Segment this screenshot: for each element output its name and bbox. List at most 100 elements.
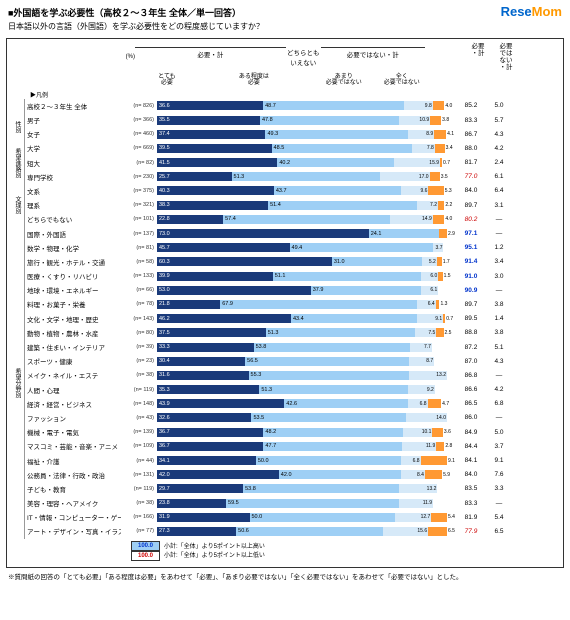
- bar-segment: 3.8: [430, 116, 441, 125]
- stacked-bar: 53.037.96.1: [157, 286, 447, 295]
- segment-value: 53.8: [245, 486, 256, 492]
- side-values: 84.43.7: [459, 443, 511, 450]
- category-label: 専門学校: [25, 172, 121, 182]
- bar-segment: 51.4: [268, 201, 417, 210]
- bar-segment: 10.9: [399, 116, 431, 125]
- bar-segment: 59.5: [226, 499, 399, 508]
- stacked-bar: 36.747.711.92.8: [157, 442, 447, 451]
- n-value: (n= 43): [121, 415, 157, 421]
- segment-value: 7.7: [424, 344, 431, 350]
- side-value: 6.8: [487, 400, 511, 407]
- bar-segment: 6.8: [401, 456, 421, 465]
- segment-value: 36.6: [159, 103, 170, 109]
- segment-value: 43.4: [293, 316, 304, 322]
- side-value: 3.8: [487, 301, 511, 308]
- category-label: 動物・植物・農林・水産: [25, 328, 121, 338]
- side-value: 83.3: [459, 117, 483, 124]
- category-label: 男子: [25, 115, 121, 125]
- n-value: (n= 58): [121, 259, 157, 265]
- segment-value: 53.0: [159, 287, 170, 293]
- segment-value: 42.0: [281, 472, 292, 478]
- bar-segment: 31.6: [157, 371, 249, 380]
- side-value: 2.4: [487, 159, 511, 166]
- bar-segment: 36.7: [157, 442, 263, 451]
- stacked-bar: 36.748.210.13.6: [157, 428, 447, 437]
- stacked-bar: 39.548.57.83.4: [157, 144, 447, 153]
- side-value: 88.8: [459, 329, 483, 336]
- segment-value: 13.2: [436, 372, 446, 378]
- bar-segment: 2.2: [438, 201, 444, 210]
- bar-segment: 6.1: [421, 286, 439, 295]
- data-row: 大学(n= 669)39.548.57.83.488.04.2: [25, 141, 559, 155]
- bar-segment: 39.5: [157, 144, 272, 153]
- segment-value: 3.8: [442, 117, 449, 123]
- side-value: 3.4: [487, 258, 511, 265]
- segment-value: 0.7: [443, 160, 450, 166]
- data-row: 女子(n= 460)37.449.38.94.186.74.3: [25, 127, 559, 141]
- stacked-bar: 36.648.79.84.0: [157, 101, 447, 110]
- data-row: メイク・ネイル・エステ(n= 38)31.655.313.286.8―: [25, 368, 559, 382]
- segment-value: 47.7: [265, 443, 276, 449]
- bar-segment: 4.1: [434, 130, 446, 139]
- bar-segment: 55.3: [249, 371, 409, 380]
- n-value: (n= 131): [121, 472, 157, 478]
- chart-title: ■外国語を学ぶ必要性（高校２～３年生 全体／単一回答）: [8, 6, 562, 19]
- side-values: 83.53.3: [459, 485, 511, 492]
- bar-segment: 42.0: [279, 470, 401, 479]
- side-value: 86.0: [459, 414, 483, 421]
- side-value: 83.5: [459, 485, 483, 492]
- stacked-bar: 42.042.08.45.9: [157, 470, 447, 479]
- data-row: 旅行・観光・ホテル・交通(n= 58)60.331.05.21.791.43.4: [25, 255, 559, 269]
- side-value: 86.7: [459, 131, 483, 138]
- data-row: 専門学校(n= 230)25.751.317.03.577.06.1: [25, 170, 559, 184]
- segment-value: 43.9: [159, 401, 170, 407]
- segment-value: 31.0: [334, 259, 345, 265]
- side-value: 87.0: [459, 358, 483, 365]
- stacked-bar: 29.753.813.2: [157, 484, 447, 493]
- bar-segment: 5.3: [428, 186, 443, 195]
- data-row: 動物・植物・農林・水産(n= 80)37.551.37.52.588.83.8: [25, 326, 559, 340]
- subcol-3: 全く 必要ではない: [379, 74, 425, 87]
- bar-segment: 36.7: [157, 428, 263, 437]
- bar-segment: 49.3: [265, 130, 408, 139]
- stacked-bar: 27.350.615.66.5: [157, 527, 447, 536]
- bar-segment: 37.4: [157, 130, 265, 139]
- segment-value: 2.8: [445, 443, 452, 449]
- segment-value: 59.5: [228, 500, 239, 506]
- side-values: 89.51.4: [459, 315, 511, 322]
- side-value: 4.2: [487, 386, 511, 393]
- segment-value: 7.8: [427, 145, 434, 151]
- side-values: 86.0―: [459, 414, 511, 421]
- bar-segment: 40.2: [277, 158, 394, 167]
- segment-value: 25.7: [159, 174, 170, 180]
- bar-segment: 33.3: [157, 343, 254, 352]
- segment-value: 47.8: [262, 117, 273, 123]
- data-rows: 高校２～３年生 全体(n= 826)36.648.79.84.085.25.0性…: [11, 99, 559, 539]
- legend-label: ▶凡例: [11, 90, 51, 99]
- segment-value: 34.1: [159, 458, 170, 464]
- bar-segment: 17.0: [380, 172, 429, 181]
- bar-segment: 5.9: [425, 470, 442, 479]
- side-col-1: 必要 では ない ・計: [494, 43, 518, 72]
- bar-segment: 1.7: [437, 257, 442, 266]
- bar-segment: 22.8: [157, 215, 223, 224]
- data-row: 建築・住まい・インテリア(n= 39)33.353.87.787.25.1: [25, 340, 559, 354]
- stacked-bar: 30.456.58.7: [157, 357, 447, 366]
- side-value: 81.7: [459, 159, 483, 166]
- data-row: 国際・外国語(n= 137)73.024.12.997.1―: [25, 226, 559, 240]
- data-row: 男子(n= 366)35.547.810.93.883.35.7: [25, 113, 559, 127]
- bar-segment: 73.0: [157, 229, 369, 238]
- bar-segment: 9.1: [417, 314, 443, 323]
- bar-segment: 13.2: [399, 484, 437, 493]
- n-value: (n= 119): [121, 387, 157, 393]
- stacked-bar: 22.857.414.94.0: [157, 215, 447, 224]
- segment-value: 55.3: [251, 372, 262, 378]
- stacked-bar: 37.551.37.52.5: [157, 328, 447, 337]
- category-label: 国際・外国語: [25, 229, 121, 239]
- footnote: ※質問紙の回答の「とても必要」「ある程度は必要」をあわせて「必要」、「あまり必要…: [8, 571, 562, 581]
- bar-segment: 11.9: [402, 442, 437, 451]
- stacked-bar: 31.950.012.75.4: [157, 513, 447, 522]
- side-value: 83.3: [459, 500, 483, 507]
- bar-segment: 27.3: [157, 527, 236, 536]
- side-values: 84.19.1: [459, 457, 511, 464]
